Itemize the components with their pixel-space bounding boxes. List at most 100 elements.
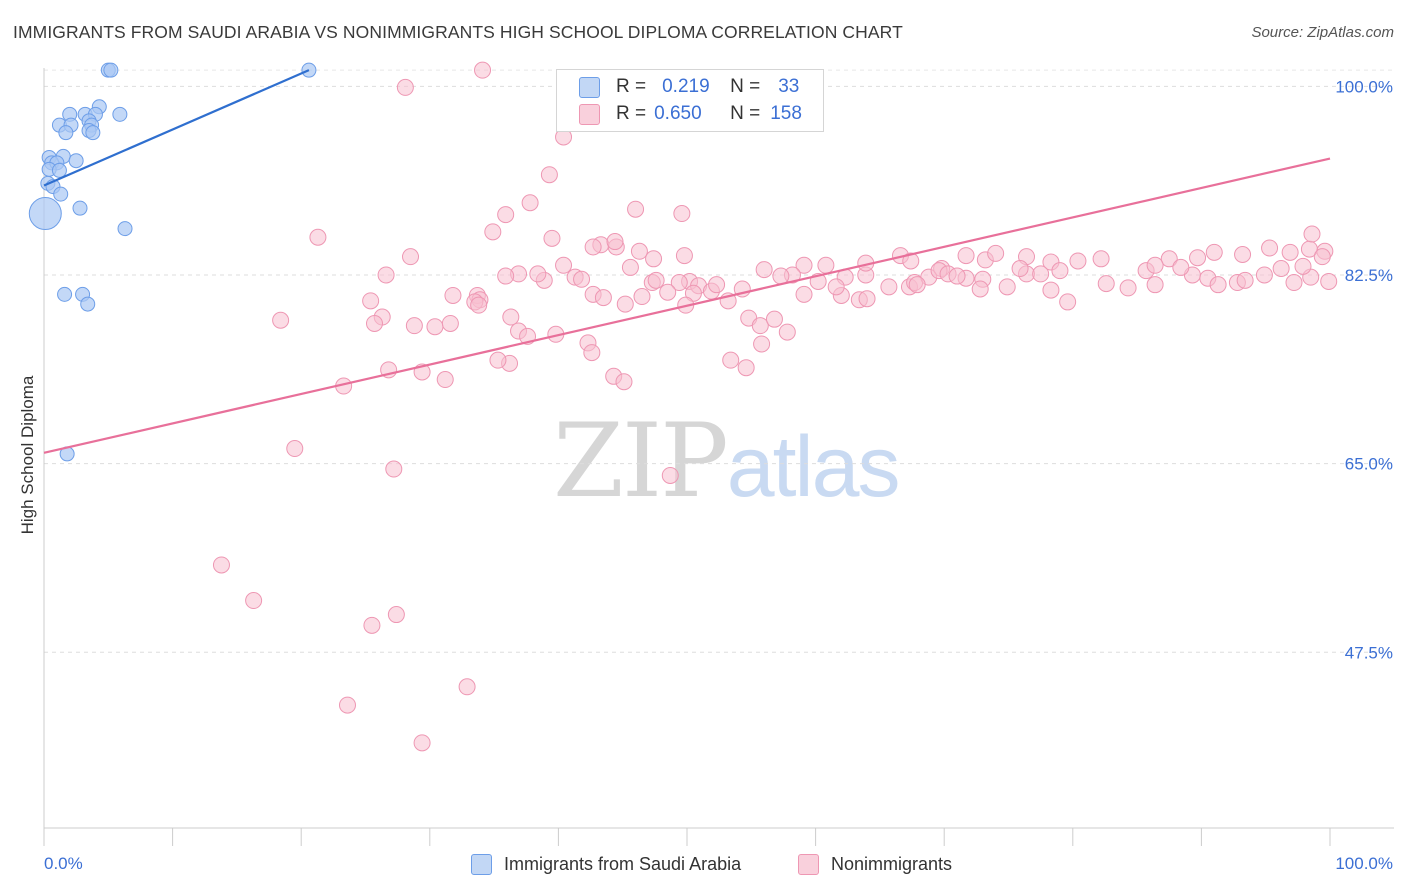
nonimmigrants-point: [633, 288, 651, 306]
watermark-atlas: atlas: [726, 419, 901, 515]
nonimmigrants-point: [751, 317, 769, 335]
legend-n-label: N =: [730, 76, 761, 97]
nonimmigrants-point: [616, 295, 634, 313]
nonimmigrants-point: [647, 271, 665, 289]
bottom-legend-label: Nonimmigrants: [831, 853, 953, 874]
nonimmigrants-point: [673, 205, 691, 223]
chart-title: IMMIGRANTS FROM SAUDI ARABIA VS NONIMMIG…: [13, 22, 903, 42]
nonimmigrants-point: [1236, 271, 1254, 289]
nonimmigrants-point: [584, 238, 602, 256]
nonimmigrants-point: [948, 267, 966, 285]
nonimmigrants-point: [957, 247, 975, 265]
nonimmigrants-point: [627, 200, 645, 218]
legend-n-label: N =: [730, 103, 761, 124]
nonimmigrants-trend-line: [43, 157, 1331, 454]
nonimmigrants-point: [765, 310, 783, 328]
nonimmigrants-point: [1255, 266, 1273, 284]
y-tick-label: 82.5%: [1345, 266, 1393, 285]
nonimmigrants-point: [795, 285, 813, 303]
nonimmigrants-point: [573, 270, 591, 288]
saudi-arabia-point: [57, 286, 73, 302]
nonimmigrants-point: [245, 592, 263, 610]
nonimmigrants-point: [755, 261, 773, 279]
nonimmigrants-point: [827, 278, 845, 296]
nonimmigrants-point: [543, 229, 561, 247]
nonimmigrants-point: [858, 290, 876, 308]
nonimmigrants-point: [722, 351, 740, 369]
nonimmigrants-point: [1234, 245, 1252, 263]
bottom-legend-label: Immigrants from Saudi Arabia: [504, 853, 742, 874]
nonimmigrants-point: [1272, 260, 1290, 278]
nonimmigrants-point: [426, 318, 444, 336]
nonimmigrants-point: [489, 351, 507, 369]
nonimmigrants-point: [521, 194, 539, 212]
nonimmigrants-point: [1146, 256, 1164, 274]
nonimmigrants-point: [594, 289, 612, 307]
nonimmigrants-point: [971, 280, 989, 298]
nonimmigrants-point: [405, 317, 423, 335]
nonimmigrants-point: [880, 278, 898, 296]
saudi-arabia-point: [58, 125, 74, 141]
nonimmigrants-point: [1285, 274, 1303, 292]
nonimmigrants-point: [737, 359, 755, 377]
legend-r-value: 0.219: [662, 76, 710, 97]
saudi-arabia-point: [117, 221, 133, 237]
nonimmigrants-point: [484, 223, 502, 241]
nonimmigrants-point: [366, 314, 384, 332]
nonimmigrants-point: [1205, 243, 1223, 261]
nonimmigrants-point: [540, 166, 558, 184]
saudi-arabia-point: [28, 197, 62, 231]
nonimmigrants-point: [1294, 257, 1312, 275]
nonimmigrants-point: [1281, 243, 1299, 261]
nonimmigrants-point: [502, 308, 520, 326]
bottom-legend-swatch-pink: [798, 853, 819, 875]
nonimmigrants-point: [1092, 250, 1110, 268]
nonimmigrants-point: [621, 258, 639, 276]
nonimmigrants-point: [987, 244, 1005, 262]
nonimmigrants-point: [413, 734, 431, 752]
nonimmigrants-point: [286, 440, 304, 458]
x-tick-label: 0.0%: [44, 854, 83, 873]
nonimmigrants-point: [684, 284, 702, 302]
nonimmigrants-point: [272, 311, 290, 329]
nonimmigrants-point: [1059, 293, 1077, 311]
nonimmigrants-point: [1069, 252, 1087, 270]
nonimmigrants-point: [659, 283, 677, 301]
nonimmigrants-point: [497, 267, 515, 285]
saudi-arabia-trend-line: [43, 69, 310, 187]
saudi-arabia-point: [53, 186, 69, 202]
saudi-arabia-points: [28, 62, 317, 462]
gridlines: [44, 69, 1394, 653]
nonimmigrants-point: [645, 250, 663, 268]
nonimmigrants-point: [670, 274, 688, 292]
nonimmigrants-point: [908, 276, 926, 294]
saudi-arabia-point: [85, 125, 101, 141]
y-tick-label: 65.0%: [1345, 455, 1393, 474]
nonimmigrants-point: [583, 344, 601, 362]
nonimmigrants-point: [1042, 281, 1060, 299]
nonimmigrants-point: [661, 466, 679, 484]
watermark-zip: ZIP: [553, 402, 729, 521]
nonimmigrants-point: [555, 256, 573, 274]
legend-row-saudi-arabia: R = 0.219 N = 33: [579, 74, 799, 100]
nonimmigrants-point: [1146, 276, 1164, 294]
saudi-arabia-point: [68, 153, 84, 169]
nonimmigrants-point: [753, 335, 771, 353]
saudi-arabia-point: [72, 200, 88, 216]
legend-n-value: 158: [770, 103, 802, 124]
nonimmigrants-points: [212, 61, 1338, 752]
nonimmigrants-point: [772, 267, 790, 285]
nonimmigrants-point: [615, 373, 633, 391]
tick-labels: 100.0% 82.5% 65.0% 47.5% 0.0% 100.0%: [44, 77, 1393, 873]
nonimmigrants-point: [1320, 272, 1338, 290]
legend-swatch-blue: [579, 76, 600, 98]
nonimmigrants-point: [1172, 258, 1190, 276]
nonimmigrants-point: [402, 248, 420, 266]
nonimmigrants-point: [675, 247, 693, 265]
nonimmigrants-point: [606, 233, 624, 251]
nonimmigrants-point: [474, 61, 492, 79]
legend-swatch-pink: [579, 103, 600, 125]
nonimmigrants-point: [441, 314, 459, 332]
nonimmigrants-point: [338, 696, 356, 714]
source-label: Source: ZipAtlas.com: [1251, 24, 1394, 41]
